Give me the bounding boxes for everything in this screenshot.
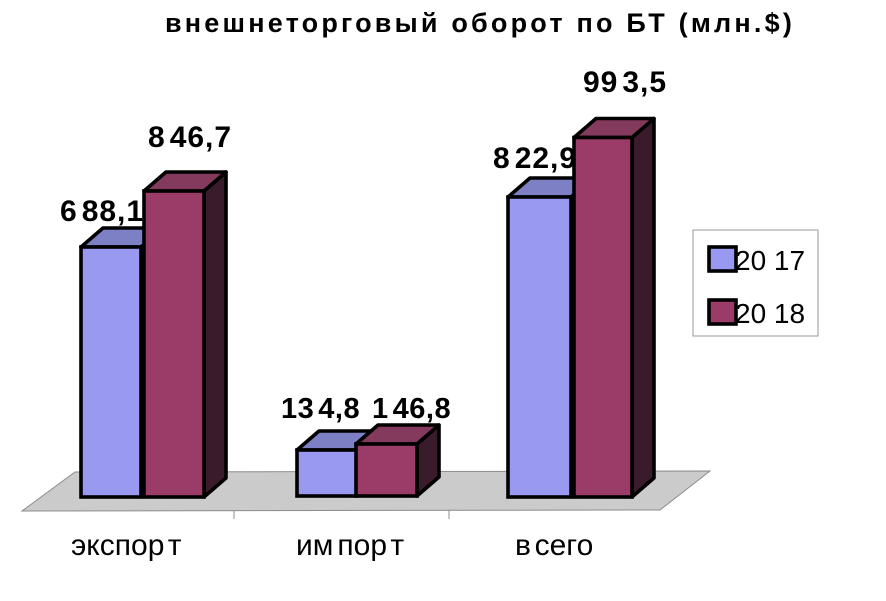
svg-text:20 18: 20 18	[735, 298, 805, 329]
svg-text:688,1: 6 88,1	[60, 195, 144, 228]
svg-text:846,7: 8 46,7	[148, 121, 232, 154]
svg-text:134,8: 13 4,8	[281, 393, 360, 425]
svg-text:146,8: 1 46,8	[372, 393, 451, 425]
svg-text:внешнеторговый оборот по БТ (м: внешнеторговый оборот по БТ (млн.$)	[165, 8, 795, 38]
svg-text:993,5: 99 3,5	[583, 66, 667, 99]
svg-text:822,9: 8 22,9	[493, 142, 577, 175]
svg-text:20 17: 20 17	[735, 245, 805, 276]
